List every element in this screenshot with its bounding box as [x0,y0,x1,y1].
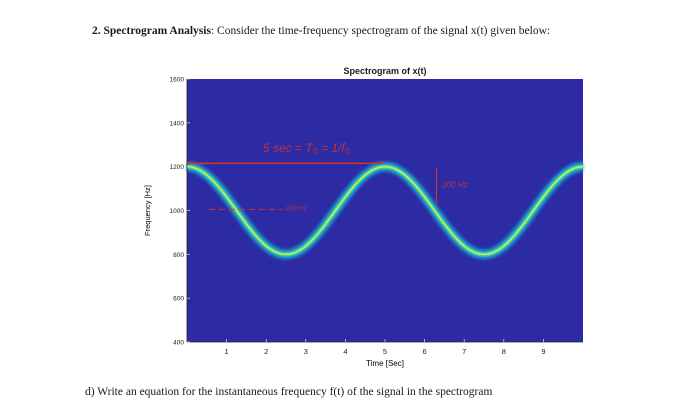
question-number-title: 2. Spectrogram Analysis [92,25,211,37]
y-tick-label: 1600 [170,77,185,84]
x-tick-label: 6 [423,347,427,356]
question-heading: 2. Spectrogram Analysis: Consider the ti… [92,25,550,37]
question-prompt: : Consider the time-frequency spectrogra… [210,25,551,37]
y-tick-label: 1400 [170,120,185,127]
y-tick-label: 1200 [170,164,185,171]
x-tick-label: 9 [541,347,545,356]
plot-area [187,79,583,342]
question-part-d: d) Write an equation for the instantaneo… [85,386,493,398]
x-tick-label: 7 [462,347,466,356]
mean-note: 200 Hz [284,206,308,213]
x-tick-label: 2 [264,347,268,356]
axis-layer: 1 2 3 4 5 6 7 8 9 400 600 800 1000 1200 1400 1600 [170,77,583,356]
y-axis-label: Frequency [Hz] [143,185,152,236]
x-tick-label: 4 [343,347,347,356]
y-tick-label: 800 [173,252,184,259]
y-tick-label: 400 [173,340,184,347]
x-axis-label: Time [Sec] [366,359,404,368]
x-tick-label: 3 [304,347,308,356]
ridge-layer [186,162,584,259]
annotation-layer: 5 sec = T₀ = 1/f₀ 200 Hz 200 Hz [187,141,468,213]
x-tick-label: 5 [383,347,387,356]
x-tick-label: 1 [225,347,229,356]
amplitude-note: 200 Hz [441,180,467,189]
chart-title: Spectrogram of x(t) [343,66,427,76]
ridge-core [186,165,584,256]
period-note: 5 sec = T₀ = 1/f₀ [263,141,350,155]
y-tick-label: 1000 [170,208,185,215]
x-tick-label: 8 [502,347,506,356]
y-tick-label: 600 [173,296,184,303]
